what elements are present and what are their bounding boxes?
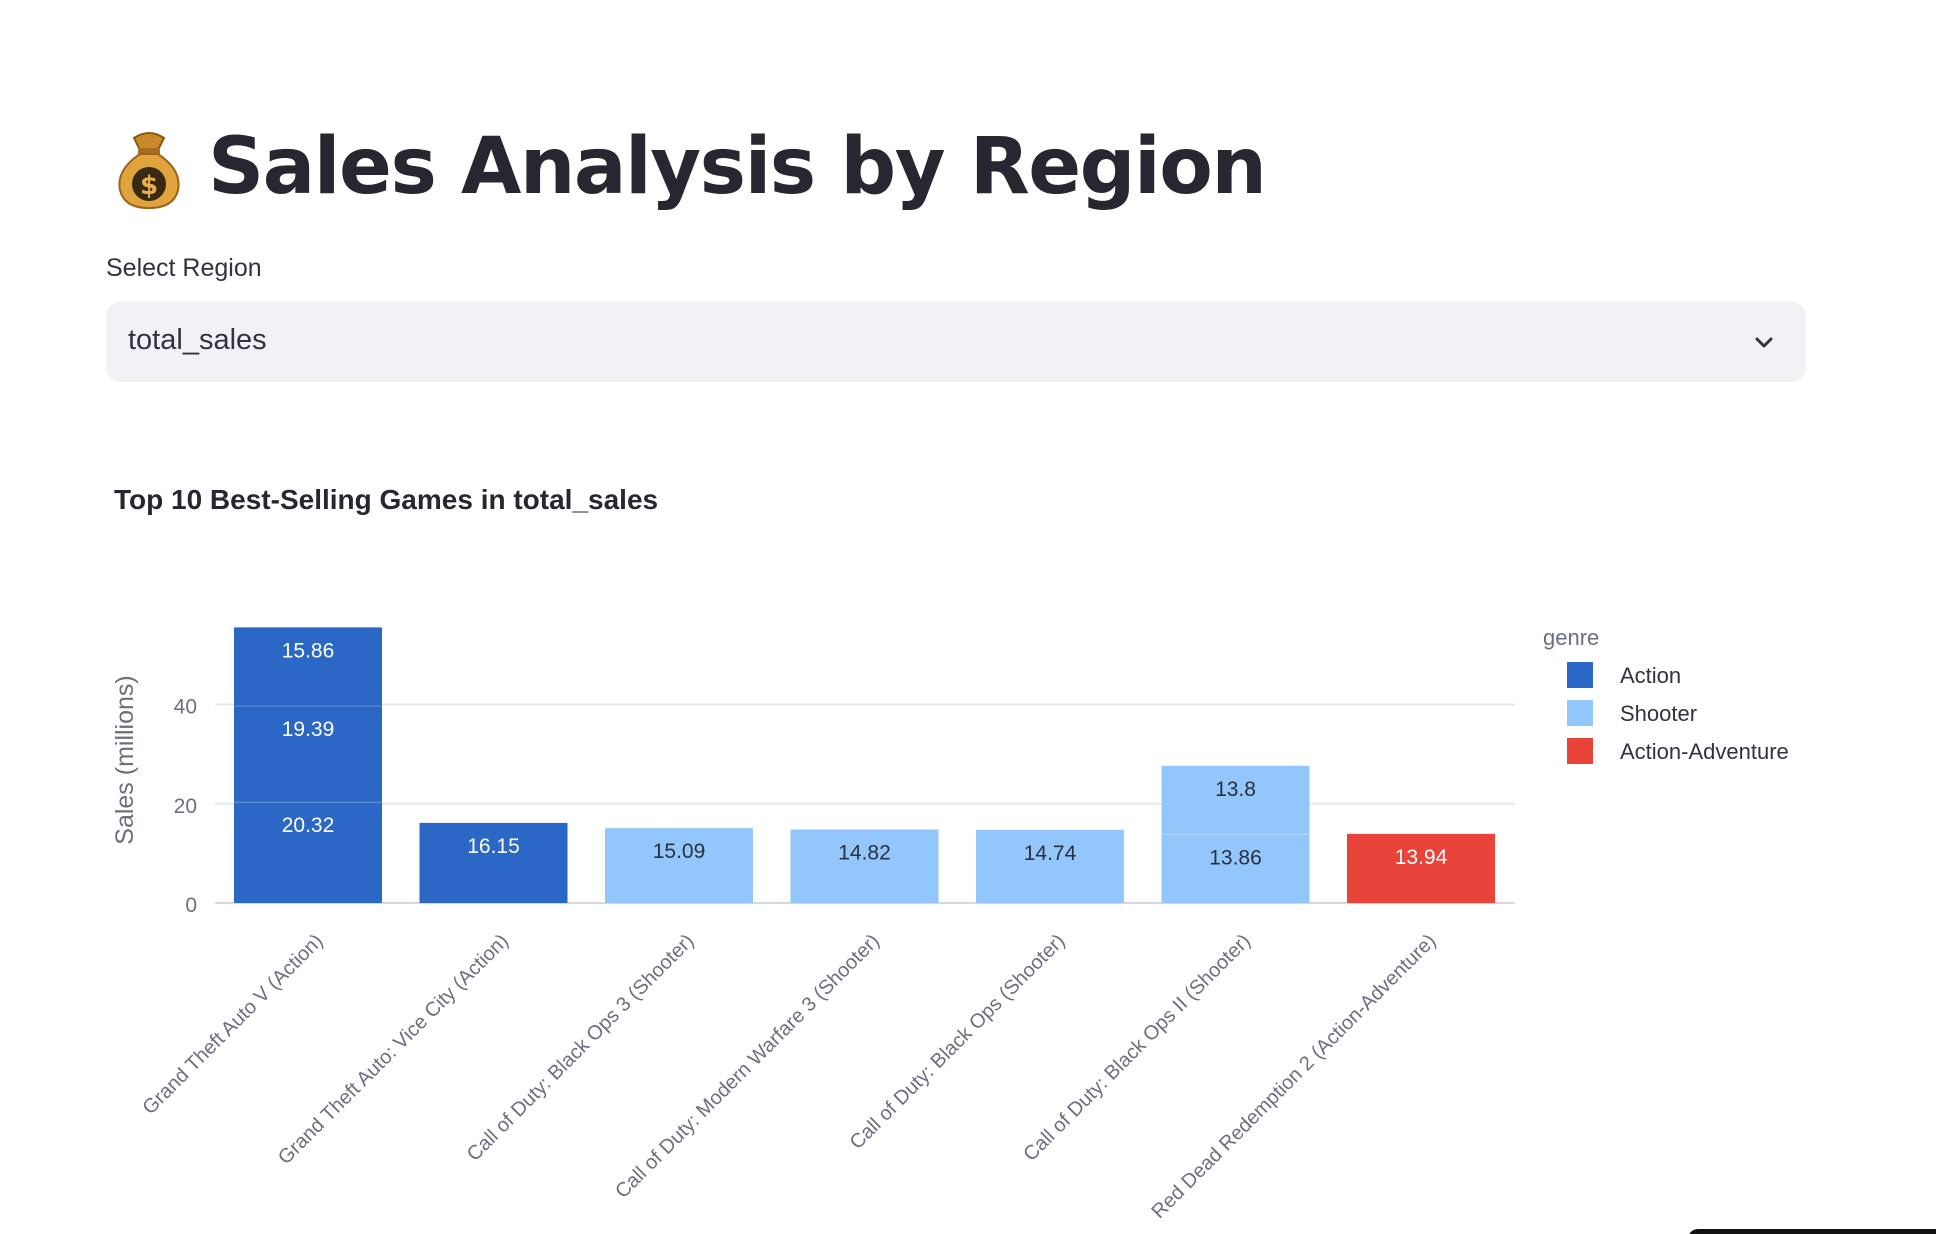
bar-segment xyxy=(790,829,939,903)
legend-item-label: Shooter xyxy=(1620,701,1697,726)
y-tick-label: 20 xyxy=(174,795,197,818)
region-select[interactable]: total_sales xyxy=(106,302,1806,382)
svg-text:$: $ xyxy=(140,171,158,201)
title-row: $ Sales Analysis by Region xyxy=(112,112,1267,222)
bar-data-label: 14.82 xyxy=(838,841,891,864)
page-title: Sales Analysis by Region xyxy=(208,122,1267,212)
x-tick-label: Grand Theft Auto: Vice City (Action) xyxy=(274,930,513,1169)
scroll-fade-corner xyxy=(1688,1229,1936,1234)
bar-data-label: 15.86 xyxy=(282,639,335,662)
bar-segment xyxy=(1347,833,1495,903)
bar-data-label: 19.39 xyxy=(282,718,335,741)
bar-data-label: 16.15 xyxy=(467,835,520,858)
y-axis-label: Sales (millions) xyxy=(111,675,139,844)
legend-item-label: Action-Adventure xyxy=(1620,739,1789,764)
bar-segment xyxy=(234,706,382,803)
x-tick-label: Call of Duty: Black Ops 3 (Shooter) xyxy=(463,930,699,1166)
x-tick-label: Call of Duty: Black Ops (Shooter) xyxy=(846,930,1070,1154)
region-select-label: Select Region xyxy=(106,254,262,282)
bar-data-label: 20.32 xyxy=(282,814,335,837)
region-select-value: total_sales xyxy=(128,324,267,356)
bar-segment xyxy=(1161,765,1310,835)
legend-swatch xyxy=(1567,738,1593,764)
bar-segment xyxy=(976,829,1124,903)
y-tick-label: 40 xyxy=(174,696,197,719)
bar-data-label: 13.94 xyxy=(1395,846,1448,869)
bar-data-label: 13.86 xyxy=(1209,846,1262,869)
money-bag-icon: $ xyxy=(112,124,186,210)
x-tick-label: Red Dead Redemption 2 (Action-Adventure) xyxy=(1147,930,1440,1223)
bar-segment xyxy=(234,627,382,707)
bar-segment xyxy=(1161,834,1310,903)
bar-segment xyxy=(605,828,753,903)
x-tick-label: Call of Duty: Black Ops II (Shooter) xyxy=(1019,930,1255,1166)
chevron-down-icon[interactable] xyxy=(1752,330,1776,354)
legend-swatch xyxy=(1567,700,1593,726)
x-tick-label: Grand Theft Auto V (Action) xyxy=(139,930,328,1119)
chart-title: Top 10 Best-Selling Games in total_sales xyxy=(114,484,659,515)
bar-data-label: 13.8 xyxy=(1215,778,1256,801)
bar-data-label: 14.74 xyxy=(1024,842,1077,865)
legend-item-label: Action xyxy=(1620,663,1681,688)
y-tick-label: 0 xyxy=(185,894,197,917)
legend-swatch xyxy=(1567,662,1593,688)
bar-segment xyxy=(234,802,382,903)
bar-segment xyxy=(419,822,568,903)
bar-data-label: 15.09 xyxy=(653,840,706,863)
legend-title: genre xyxy=(1543,625,1599,650)
